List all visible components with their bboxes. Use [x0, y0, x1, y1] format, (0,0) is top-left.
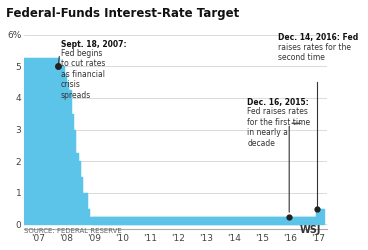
- Text: Dec. 16, 2015:: Dec. 16, 2015:: [247, 98, 309, 107]
- Text: Federal-Funds Interest-Rate Target: Federal-Funds Interest-Rate Target: [6, 7, 239, 20]
- Text: Dec. 14, 2016: Fed: Dec. 14, 2016: Fed: [278, 33, 358, 42]
- Text: SOURCE: FEDERAL RESERVE: SOURCE: FEDERAL RESERVE: [24, 228, 122, 234]
- Text: Fed raises rates
for the first time
in nearly a
decade: Fed raises rates for the first time in n…: [247, 108, 310, 148]
- Text: Sept. 18, 2007:: Sept. 18, 2007:: [61, 40, 127, 48]
- Text: Fed begins
to cut rates
as financial
crisis
spreads: Fed begins to cut rates as financial cri…: [61, 49, 105, 100]
- Text: WSJ: WSJ: [300, 225, 321, 235]
- Text: raises rates for the
second time: raises rates for the second time: [278, 43, 351, 62]
